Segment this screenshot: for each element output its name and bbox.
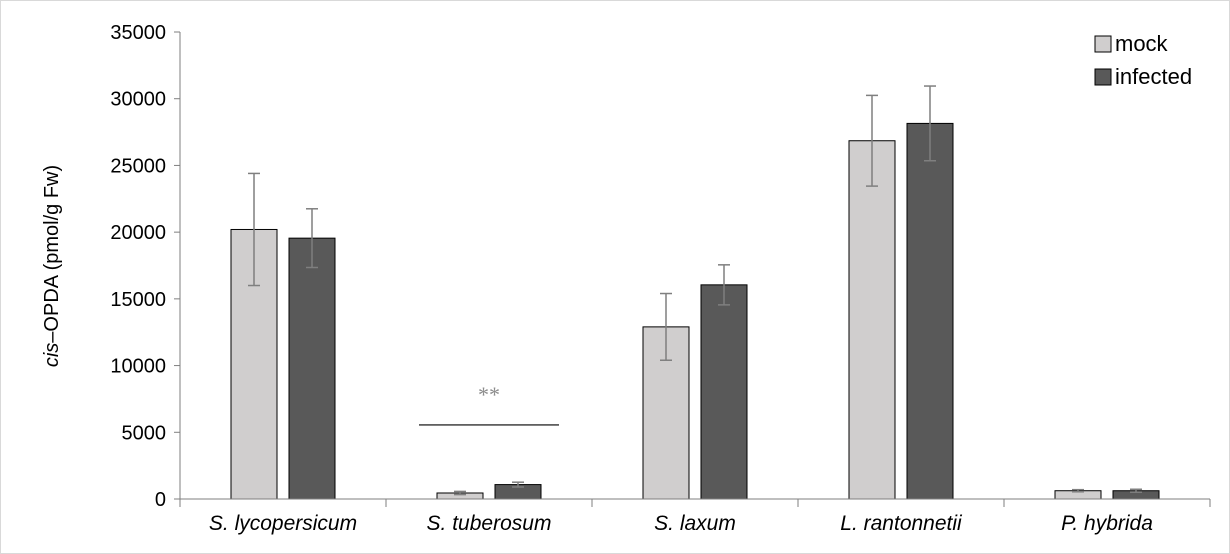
y-tick-label: 25000 <box>110 155 166 177</box>
y-axis-label-rest: –OPDA (pmol/g Fw) <box>41 165 63 343</box>
bar-infected <box>700 284 748 500</box>
legend-swatch-infected <box>1094 68 1112 86</box>
y-tick-label: 30000 <box>110 89 166 111</box>
x-tick-label: P. hybrida <box>1061 512 1153 535</box>
legend-label-mock: mock <box>1115 31 1169 56</box>
y-tick-label: 20000 <box>110 222 166 244</box>
y-axis-label: cis–OPDA (pmol/g Fw) <box>41 165 63 367</box>
axes-layer: 0 5000 10000 15000 20000 25000 30000 35000 S. ly… <box>110 22 1211 535</box>
legend-label-infected: infected <box>1115 64 1192 89</box>
x-tick-label: S. tuberosum <box>427 512 552 535</box>
bar-infected <box>906 122 954 500</box>
y-tick-label: 5000 <box>122 422 167 444</box>
y-tick-label: 15000 <box>110 289 166 311</box>
legend-swatch-mock <box>1094 35 1112 53</box>
bars-layer: ** <box>230 85 1160 500</box>
legend: mock infected <box>1094 31 1192 89</box>
y-tick-label: 10000 <box>110 356 166 378</box>
y-tick-label: 0 <box>155 489 166 511</box>
bar-infected <box>288 237 336 500</box>
y-axis-label-prefix: cis <box>41 343 63 367</box>
y-tick-label: 35000 <box>110 22 166 44</box>
bar-mock <box>848 140 896 500</box>
significance-marker: ** <box>478 382 500 407</box>
x-tick-label: L. rantonnetii <box>840 512 963 535</box>
x-tick-label: S. laxum <box>654 512 736 535</box>
x-tick-label: S. lycopersicum <box>209 512 357 535</box>
